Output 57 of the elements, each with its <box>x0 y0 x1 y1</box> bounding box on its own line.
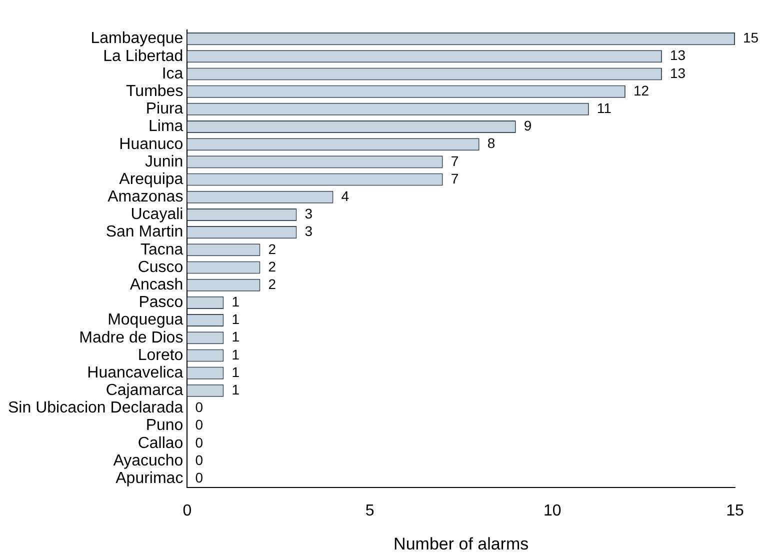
data-label: 8 <box>487 135 496 152</box>
y-tick-label: Tumbes <box>126 82 184 100</box>
data-label: 11 <box>596 100 612 116</box>
y-tick-label: Tacna <box>140 241 184 258</box>
y-tick-label: Piura <box>146 100 184 118</box>
y-tick-label: Arequipa <box>119 170 184 188</box>
data-label: 0 <box>195 452 204 468</box>
data-label: 1 <box>232 364 240 380</box>
x-tick-label: 5 <box>365 502 374 520</box>
y-tick-label: Cusco <box>138 258 184 276</box>
data-label: 1 <box>232 294 240 310</box>
x-tick-label: 0 <box>182 502 192 520</box>
data-label: 2 <box>268 258 276 274</box>
y-tick-label: Junin <box>144 153 184 170</box>
data-label: 1 <box>232 311 240 328</box>
data-label: 2 <box>268 240 276 257</box>
data-label: 13 <box>670 64 686 81</box>
data-label: 12 <box>633 82 650 98</box>
y-tick-label: Sin Ubicacion Declarada <box>8 400 184 417</box>
data-label: 15 <box>743 30 759 46</box>
y-tick-label: Moquegua <box>108 312 184 329</box>
y-tick-label: Huanuco <box>119 136 184 153</box>
y-tick-label: Puno <box>146 417 184 434</box>
data-label: 1 <box>232 346 240 362</box>
data-label: 0 <box>195 399 204 416</box>
y-tick-label: Apurimac <box>116 470 184 488</box>
data-label: 3 <box>304 223 313 240</box>
data-label: 2 <box>268 276 276 292</box>
x-axis-title: Number of alarms <box>394 534 529 554</box>
y-tick-label: Huancavelica <box>87 364 184 382</box>
y-tick-label: Lima <box>148 118 184 136</box>
y-tick-label: La Libertad <box>103 48 184 65</box>
x-tick-label: 10 <box>544 502 562 520</box>
y-tick-label: Loreto <box>138 346 184 364</box>
data-label: 0 <box>195 434 204 450</box>
y-tick-label: Amazonas <box>108 188 184 206</box>
y-tick-label: San Martin <box>106 224 184 241</box>
y-tick-label: Ayacucho <box>113 452 184 470</box>
data-label: 0 <box>195 416 204 433</box>
data-label: 0 <box>195 469 204 486</box>
data-label: 7 <box>450 152 459 169</box>
data-label: 13 <box>670 47 686 64</box>
data-label: 1 <box>232 328 240 345</box>
y-tick-label: Pasco <box>138 294 184 312</box>
y-tick-label: Madre de Dios <box>79 329 184 346</box>
data-label: 7 <box>450 170 459 186</box>
x-tick-label: 15 <box>726 502 744 520</box>
data-label: 1 <box>232 382 240 398</box>
y-tick-label: Ancash <box>130 276 184 294</box>
y-tick-label: Callao <box>138 434 184 452</box>
y-tick-label: Ica <box>162 65 184 82</box>
data-label: 4 <box>341 188 350 204</box>
y-tick-label: Lambayeque <box>90 30 184 48</box>
y-tick-label: Cajamarca <box>106 382 184 400</box>
y-tick-label: Ucayali <box>130 206 184 224</box>
data-label: 9 <box>524 118 532 134</box>
data-label: 3 <box>304 206 313 222</box>
